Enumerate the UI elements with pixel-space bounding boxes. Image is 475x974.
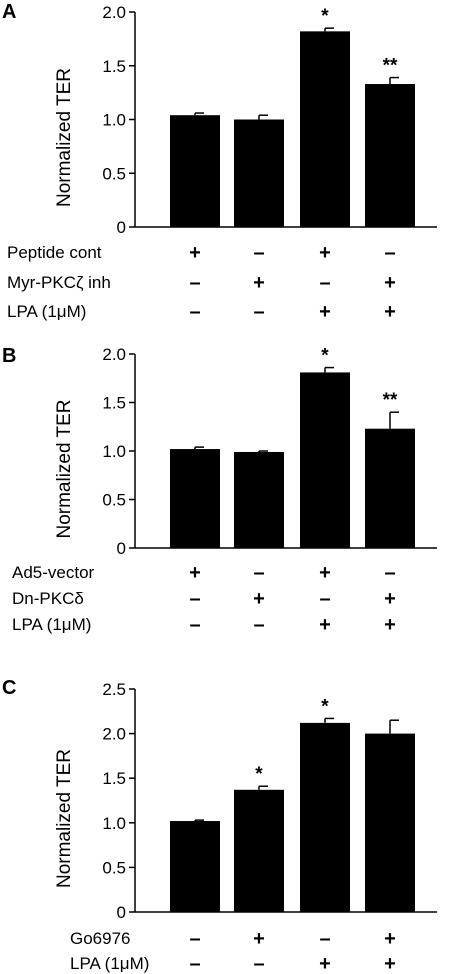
y-axis-label: Normalized TER: [54, 68, 75, 207]
condition-sign: –: [189, 953, 200, 974]
condition-sign: –: [253, 562, 264, 584]
bar: [234, 789, 284, 912]
y-tick-label: 2.0: [102, 725, 126, 744]
condition-label: Myr-PKCζ inh: [7, 273, 111, 292]
condition-sign: –: [319, 928, 330, 950]
condition-sign: +: [319, 614, 331, 636]
condition-sign: –: [253, 301, 264, 323]
condition-label: Ad5-vector: [12, 563, 95, 582]
condition-sign: +: [384, 272, 396, 294]
y-tick-label: 0: [117, 903, 126, 922]
condition-sign: +: [319, 953, 331, 974]
bar: [365, 733, 415, 912]
condition-sign: –: [189, 588, 200, 610]
y-tick-label: 0.5: [102, 164, 126, 183]
condition-sign: –: [189, 272, 200, 294]
condition-sign: +: [253, 928, 265, 950]
condition-sign: –: [319, 588, 330, 610]
bar: [365, 84, 415, 228]
condition-sign: –: [189, 301, 200, 323]
significance-mark: **: [383, 390, 398, 411]
condition-label: LPA (1μM): [70, 954, 149, 973]
bar: [170, 115, 220, 227]
condition-sign: –: [253, 614, 264, 636]
bar: [300, 31, 350, 227]
condition-sign: –: [384, 562, 395, 584]
condition-sign: +: [319, 242, 331, 264]
bar: [234, 119, 284, 227]
condition-label: Dn-PKCδ: [12, 589, 84, 608]
condition-sign: +: [189, 562, 201, 584]
y-tick-label: 1.5: [102, 769, 126, 788]
y-tick-label: 1.5: [102, 57, 126, 76]
bar: [170, 449, 220, 548]
condition-label: LPA (1μM): [12, 615, 91, 634]
condition-sign: +: [319, 562, 331, 584]
panel-letter: B: [2, 345, 16, 367]
y-tick-label: 2.5: [102, 680, 126, 699]
bar: [300, 372, 350, 548]
y-tick-label: 2.0: [102, 345, 126, 364]
condition-sign: +: [384, 614, 396, 636]
condition-label: Peptide cont: [7, 243, 102, 262]
condition-label: LPA (1μM): [7, 302, 86, 321]
y-tick-label: 1.0: [102, 814, 126, 833]
condition-sign: +: [253, 588, 265, 610]
y-tick-label: 0.5: [102, 858, 126, 877]
y-tick-label: 0: [117, 218, 126, 237]
y-tick-label: 0.5: [102, 491, 126, 510]
y-tick-label: 1.0: [102, 442, 126, 461]
panel-letter: A: [2, 1, 16, 23]
condition-sign: +: [384, 588, 396, 610]
condition-sign: +: [189, 242, 201, 264]
condition-sign: –: [384, 242, 395, 264]
bar: [170, 821, 220, 912]
significance-mark: **: [383, 56, 398, 77]
condition-sign: +: [253, 272, 265, 294]
bar: [234, 451, 284, 548]
condition-label: Go6976: [70, 929, 131, 948]
y-tick-label: 0: [117, 539, 126, 558]
condition-sign: –: [253, 242, 264, 264]
panel-c: C 0 0.5 1.0 1.5 2.0 2.5 Normalized TER * * Go6976 –…: [2, 677, 437, 974]
y-axis-label: Normalized TER: [54, 399, 75, 538]
condition-sign: +: [319, 301, 331, 323]
bar: [365, 428, 415, 548]
y-tick-label: 2.0: [102, 3, 126, 22]
significance-mark: *: [255, 764, 263, 785]
y-tick-label: 1.0: [102, 111, 126, 130]
condition-sign: –: [189, 928, 200, 950]
condition-sign: +: [384, 953, 396, 974]
y-tick-label: 1.5: [102, 394, 126, 413]
significance-mark: *: [321, 346, 329, 367]
significance-mark: *: [321, 696, 329, 717]
significance-mark: *: [321, 6, 329, 27]
condition-sign: +: [384, 301, 396, 323]
condition-sign: +: [384, 928, 396, 950]
panel-letter: C: [2, 677, 16, 699]
condition-sign: –: [319, 272, 330, 294]
bar: [300, 722, 350, 912]
condition-sign: –: [189, 614, 200, 636]
condition-sign: –: [253, 953, 264, 974]
y-axis-label: Normalized TER: [54, 749, 75, 888]
